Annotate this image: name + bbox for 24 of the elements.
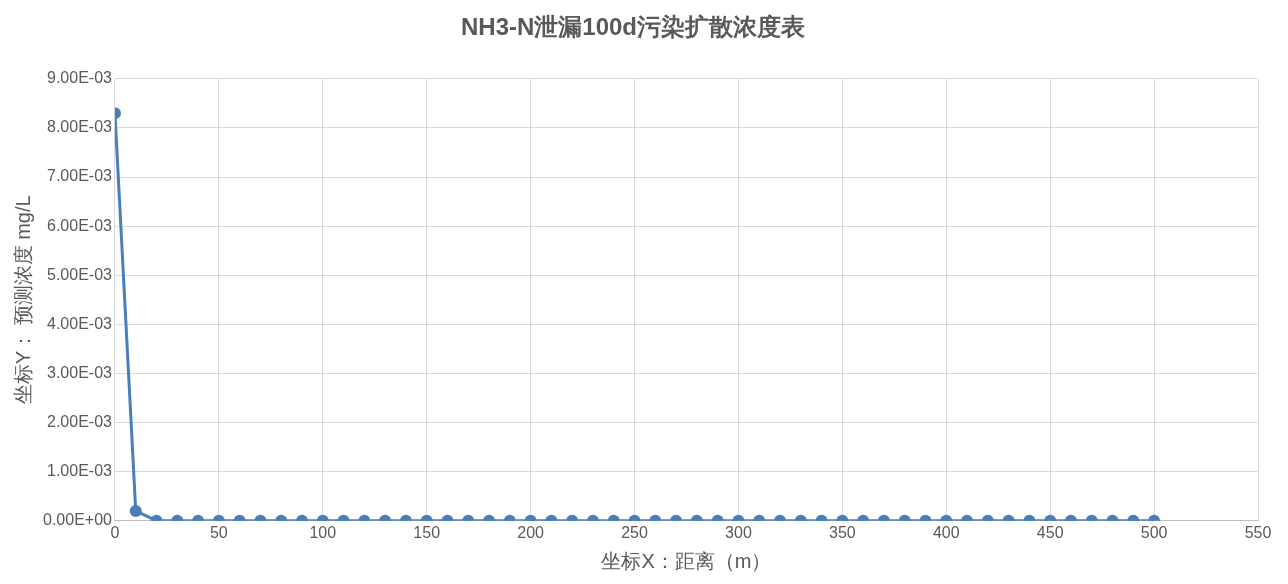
x-tick-label: 100 — [309, 523, 337, 541]
x-tick-label: 200 — [517, 523, 545, 541]
y-tick-label: 2.00E-03 — [47, 412, 113, 430]
y-tick-label: 4.00E-03 — [47, 314, 113, 332]
y-tick-label: 8.00E-03 — [47, 118, 113, 136]
x-tick-label: 400 — [932, 523, 960, 541]
x-tick-label: 50 — [209, 523, 228, 541]
y-tick-label: 3.00E-03 — [47, 363, 113, 381]
x-axis-title: 坐标X：距离（m） — [601, 549, 772, 572]
y-tick-label: 1.00E-03 — [47, 462, 113, 480]
y-axis-title: 坐标Y： 预测浓度 mg/L — [11, 195, 34, 405]
y-tick-label: 5.00E-03 — [47, 265, 113, 283]
x-tick-label: 500 — [1140, 523, 1168, 541]
x-tick-label: 350 — [829, 523, 856, 541]
x-tick-label: 550 — [1244, 523, 1272, 541]
x-tick-label: 450 — [1036, 523, 1064, 541]
x-tick-label: 300 — [725, 523, 752, 541]
x-tick-label: 250 — [621, 523, 648, 541]
x-tick-label: 150 — [413, 523, 441, 541]
y-tick-label: 9.00E-03 — [47, 69, 113, 87]
x-tick-label: 0 — [110, 523, 120, 541]
chart-title: NH3-N泄漏100d污染扩散浓度表 — [460, 13, 806, 41]
y-tick-label: 7.00E-03 — [47, 167, 113, 185]
y-tick-label: 6.00E-03 — [47, 216, 113, 234]
